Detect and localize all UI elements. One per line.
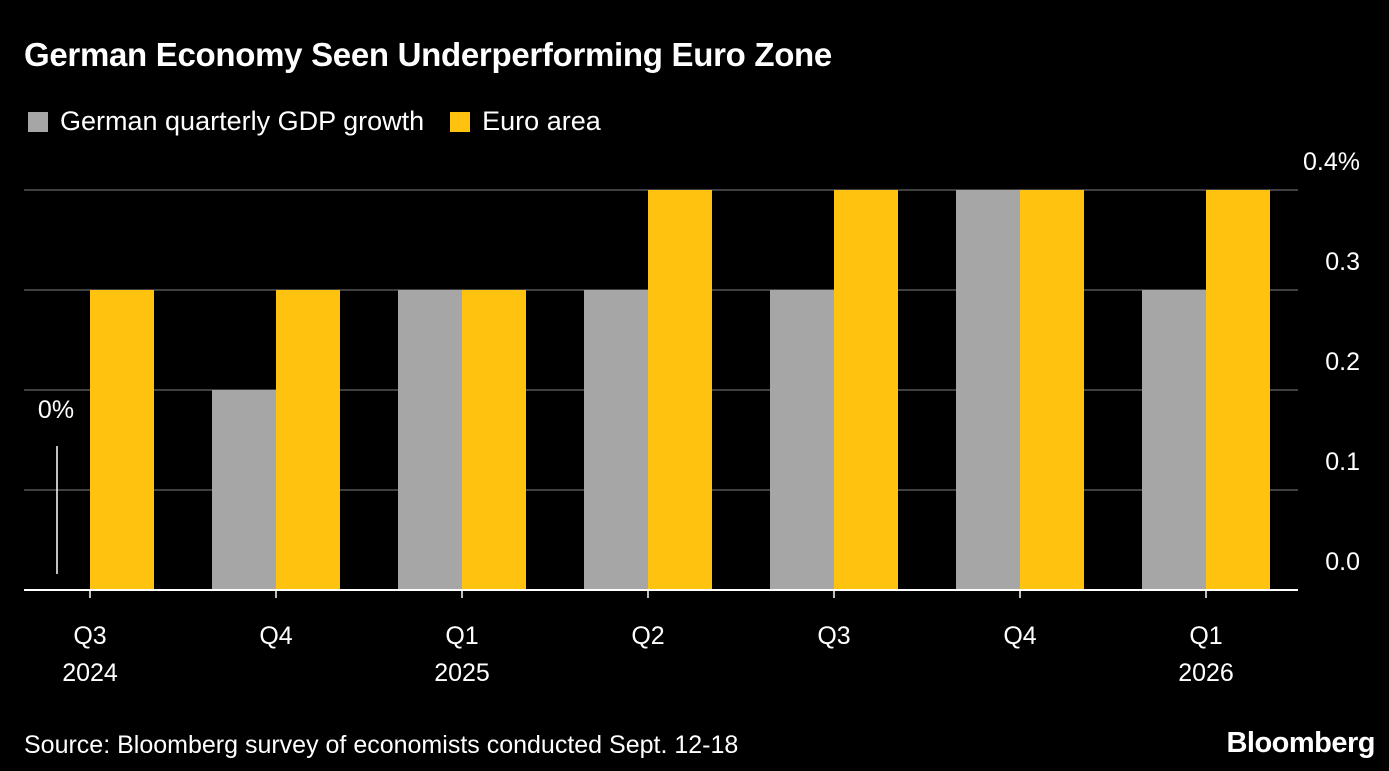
bar-german xyxy=(956,190,1020,590)
bar-euro xyxy=(462,290,526,590)
y-tick-label: 0.1 xyxy=(1325,448,1360,476)
chart-title: German Economy Seen Underperforming Euro… xyxy=(24,36,832,73)
legend-label-german: German quarterly GDP growth xyxy=(60,106,425,136)
y-tick-label: 0.4% xyxy=(1303,148,1360,176)
legend-item-german: German quarterly GDP growth xyxy=(28,106,424,137)
y-tick-label: 0.0 xyxy=(1325,548,1360,576)
x-tick-label: Q1 xyxy=(1189,622,1222,650)
legend-label-euro: Euro area xyxy=(482,106,601,136)
y-tick-label: 0.2 xyxy=(1325,348,1360,376)
x-tick-label: Q3 xyxy=(817,622,850,650)
x-tick-label: Q4 xyxy=(259,622,292,650)
x-tick-label: Q1 xyxy=(445,622,478,650)
legend-swatch-german xyxy=(28,111,48,132)
bar-euro xyxy=(276,290,340,590)
x-tick-label: Q2 xyxy=(631,622,664,650)
bar-euro xyxy=(1020,190,1084,590)
x-tick-year-label: 2024 xyxy=(62,659,118,687)
bar-euro xyxy=(90,290,154,590)
bar-euro xyxy=(1206,190,1270,590)
bar-german xyxy=(398,290,462,590)
bar-german xyxy=(584,290,648,590)
bloomberg-logo: Bloomberg xyxy=(1226,727,1375,759)
bar-euro xyxy=(648,190,712,590)
y-tick-label: 0.3 xyxy=(1325,248,1360,276)
legend-item-euro: Euro area xyxy=(450,106,601,137)
zero-annotation-label: 0% xyxy=(38,396,74,424)
legend: German quarterly GDP growth Euro area xyxy=(28,106,627,137)
bar-german xyxy=(1142,290,1206,590)
x-tick-year-label: 2026 xyxy=(1178,659,1234,687)
source-note: Source: Bloomberg survey of economists c… xyxy=(24,731,739,759)
bar-german xyxy=(770,290,834,590)
legend-swatch-euro xyxy=(450,111,471,132)
x-tick-label: Q3 xyxy=(73,622,106,650)
bar-euro xyxy=(834,190,898,590)
bar-german xyxy=(212,390,276,590)
x-tick-year-label: 2025 xyxy=(434,659,490,687)
x-tick-label: Q4 xyxy=(1003,622,1036,650)
